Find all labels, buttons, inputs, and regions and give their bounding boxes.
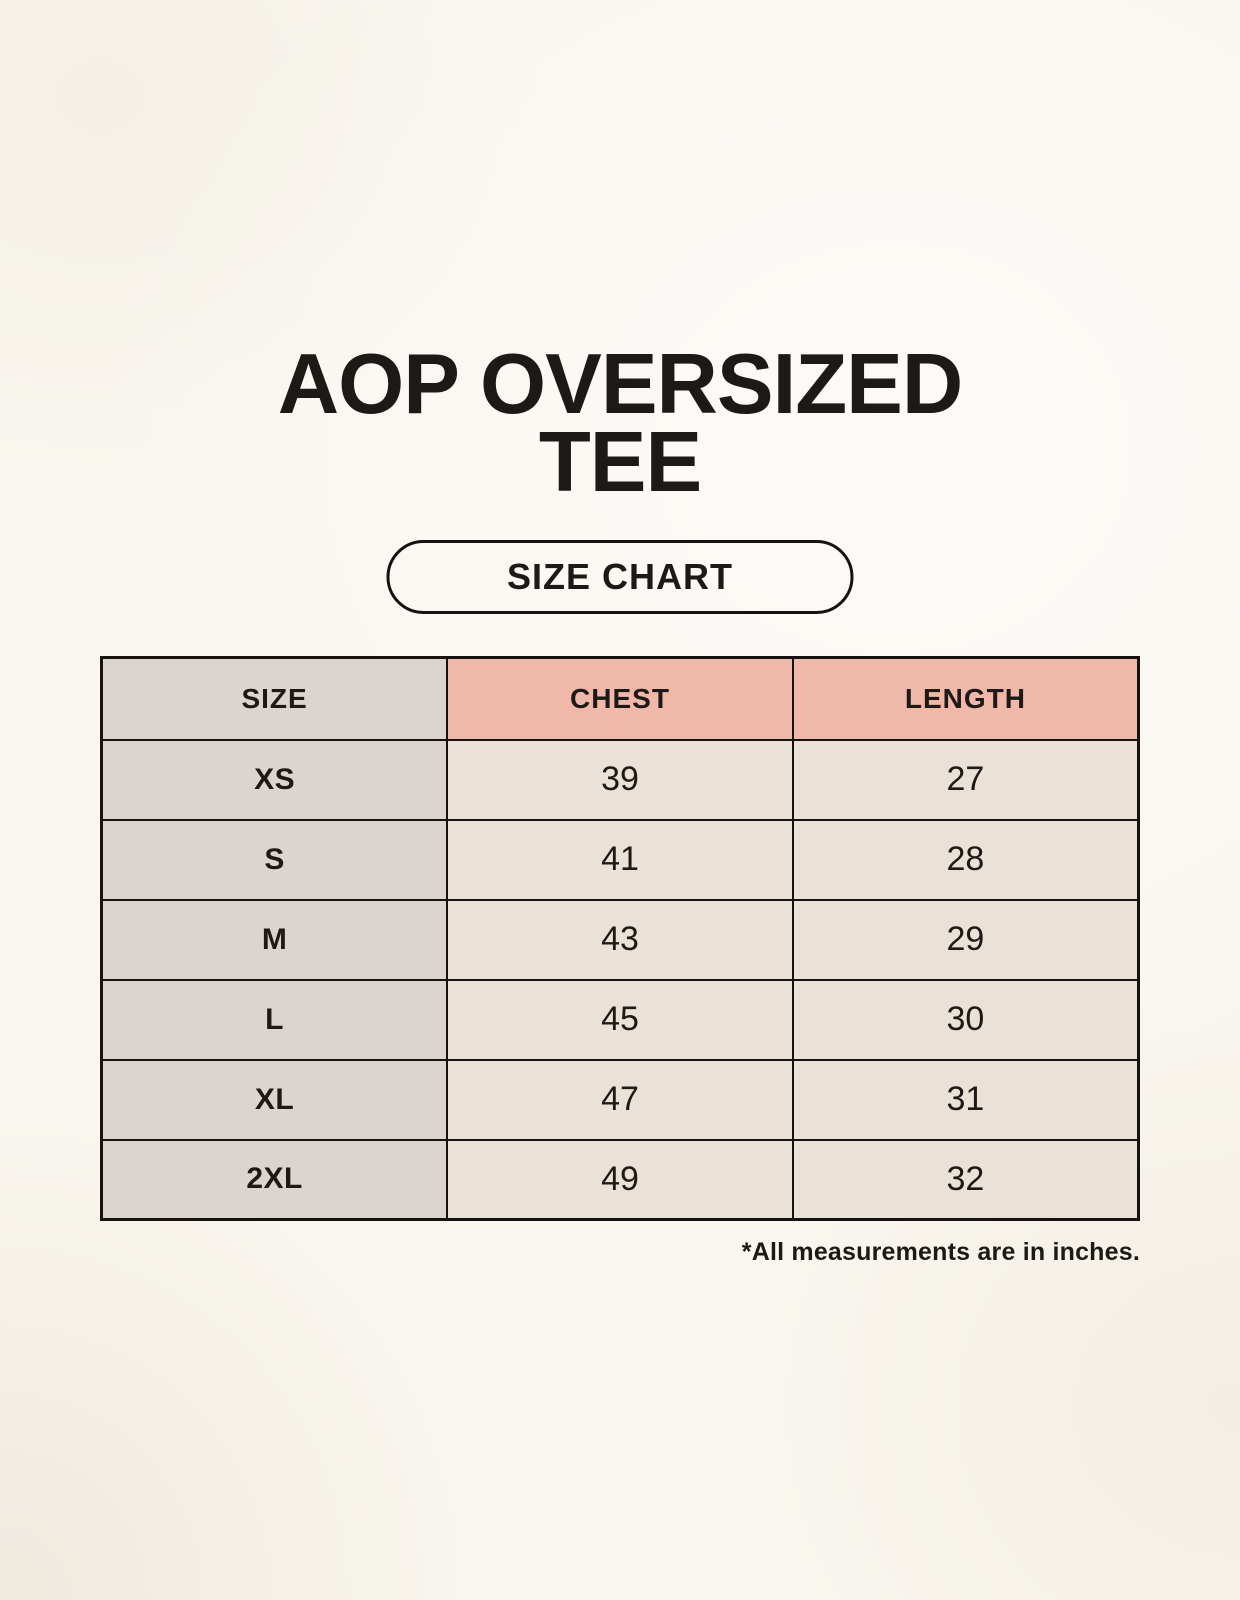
length-cell: 30 — [791, 978, 1140, 1061]
size-cell: M — [100, 898, 449, 981]
column-header-length: LENGTH — [791, 656, 1140, 741]
column-header-chest: CHEST — [446, 656, 794, 741]
size-cell: L — [100, 978, 449, 1061]
table-row: S 41 28 — [100, 818, 1140, 901]
size-cell: XS — [100, 738, 449, 821]
chest-cell: 47 — [446, 1058, 794, 1141]
length-cell: 29 — [791, 898, 1140, 981]
table-row: L 45 30 — [100, 978, 1140, 1061]
chest-cell: 45 — [446, 978, 794, 1061]
size-cell: 2XL — [100, 1138, 449, 1221]
page-title-line-2: TEE — [538, 415, 702, 510]
length-cell: 32 — [791, 1138, 1140, 1221]
page-title-line-1: AOP OVERSIZED — [277, 337, 963, 432]
size-chart-badge-label: SIZE CHART — [507, 556, 733, 597]
chest-cell: 43 — [446, 898, 794, 981]
table-header-row: SIZE CHEST LENGTH — [100, 656, 1140, 741]
length-cell: 27 — [791, 738, 1140, 821]
length-cell: 31 — [791, 1058, 1140, 1141]
size-chart-page: AOP OVERSIZED TEE SIZE CHART SIZE CHEST … — [100, 0, 1140, 1600]
size-cell: XL — [100, 1058, 449, 1141]
length-cell: 28 — [791, 818, 1140, 901]
column-header-size: SIZE — [100, 656, 449, 741]
page-title: AOP OVERSIZED TEE — [100, 337, 1140, 510]
table-row: XS 39 27 — [100, 738, 1140, 821]
table-row: XL 47 31 — [100, 1058, 1140, 1141]
size-chart-table: SIZE CHEST LENGTH XS 39 27 S 41 28 M 43 … — [100, 656, 1140, 1221]
measurements-footnote: *All measurements are in inches. — [741, 1238, 1140, 1266]
table-row: M 43 29 — [100, 898, 1140, 981]
chest-cell: 41 — [446, 818, 794, 901]
table-row: 2XL 49 32 — [100, 1138, 1140, 1221]
chest-cell: 39 — [446, 738, 794, 821]
table-header: SIZE CHEST LENGTH — [100, 656, 1140, 741]
table-body: XS 39 27 S 41 28 M 43 29 L 45 30 XL 47 — [100, 738, 1140, 1221]
size-cell: S — [100, 818, 449, 901]
size-chart-badge: SIZE CHART — [386, 540, 854, 614]
chest-cell: 49 — [446, 1138, 794, 1221]
